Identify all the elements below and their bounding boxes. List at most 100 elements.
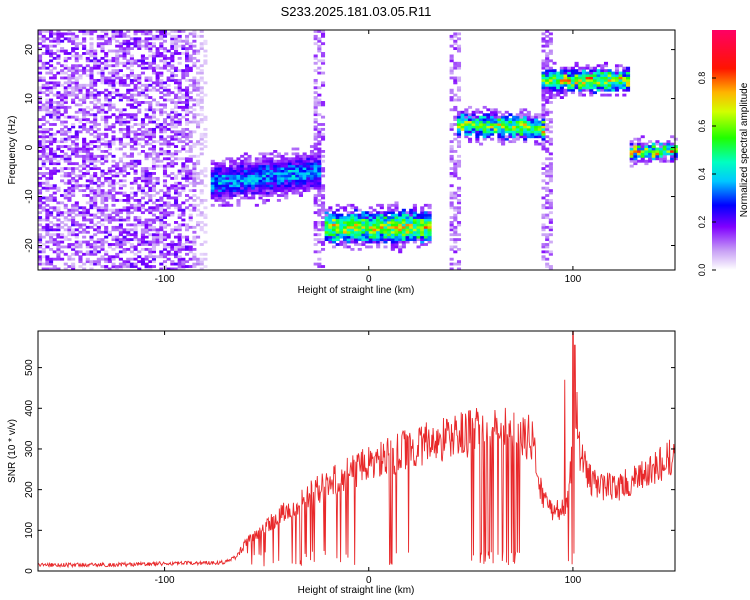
spectrogram-cell — [368, 218, 373, 222]
spectrogram-cell — [177, 184, 182, 188]
spectrogram-cell — [460, 123, 465, 126]
spectrogram-cell — [243, 172, 248, 175]
spectrogram-cell — [63, 91, 68, 95]
spectrogram-cell — [100, 184, 105, 188]
spectrogram-cell — [254, 174, 259, 178]
spectrogram-cell — [387, 228, 392, 232]
spectrogram-cell — [85, 152, 90, 156]
spectrogram-cell — [192, 194, 197, 197]
spectrogram-cell — [394, 216, 399, 219]
spectrogram-cell — [177, 86, 182, 90]
spectrogram-cell — [45, 145, 50, 148]
spectrogram-cell — [236, 203, 241, 207]
spectrogram-cell — [181, 69, 186, 73]
spectrogram-cell — [56, 56, 61, 60]
spectrogram-cell — [85, 69, 90, 73]
spectrogram-cell — [137, 159, 142, 163]
spectrogram-cell — [541, 64, 546, 68]
spectrogram-cell — [100, 74, 105, 77]
spectrogram-cell — [673, 157, 678, 161]
spectrogram-cell — [52, 184, 57, 188]
spectrogram-cell — [38, 172, 43, 175]
spectrogram-cell — [104, 64, 109, 68]
spectrogram-cell — [449, 154, 454, 158]
spectrogram-cell — [243, 194, 248, 197]
spectrogram-cell — [629, 152, 634, 156]
spectrogram-cell — [574, 78, 579, 82]
spectrogram-cell — [398, 221, 403, 224]
spectrogram-cell — [401, 230, 406, 234]
spectrogram-cell — [449, 147, 454, 151]
spectrogram-cell — [361, 216, 366, 219]
spectrogram-cell — [78, 54, 83, 58]
spectrogram-cell — [552, 61, 557, 65]
spectrogram-cell — [118, 127, 123, 131]
spectrogram-cell — [52, 265, 57, 268]
spectrogram-cell — [100, 257, 105, 261]
spectrogram-cell — [82, 98, 87, 102]
spectrogram-cell — [545, 150, 550, 153]
spectrogram-cell — [185, 235, 190, 239]
spectrogram-cell — [60, 98, 65, 102]
spectrogram-cell — [629, 147, 634, 151]
spectrogram-cell — [144, 218, 149, 222]
spectrogram-cell — [460, 125, 465, 129]
spectrogram-cell — [192, 238, 197, 242]
spectrogram-cell — [96, 108, 101, 112]
spectrogram-cell — [104, 228, 109, 232]
spectrogram-cell — [409, 228, 414, 232]
spectrogram-cell — [254, 169, 259, 173]
spectrogram-cell — [104, 123, 109, 126]
spectrogram-cell — [74, 243, 79, 246]
spectrogram-cell — [63, 235, 68, 239]
spectrogram-cell — [185, 169, 190, 173]
spectrogram-cell — [129, 147, 134, 151]
spectrogram-cell — [298, 181, 304, 185]
spectrogram-cell — [251, 189, 256, 193]
spectrogram-cell — [328, 230, 333, 234]
spectrogram-cell — [545, 140, 550, 144]
spectrogram-cell — [210, 186, 215, 190]
spectrogram-cell — [170, 120, 175, 124]
spectrogram-cell — [548, 164, 553, 168]
spectrogram-cell — [104, 59, 109, 63]
spectrogram-cell — [401, 211, 406, 215]
spectrogram-cell — [93, 181, 98, 185]
spectrogram-cell — [140, 101, 145, 104]
spectrogram-cell — [324, 208, 329, 212]
spectrogram-cell — [545, 76, 550, 80]
spectrogram-cell — [460, 127, 465, 131]
spectrogram-cell — [89, 152, 94, 156]
spectrogram-cell — [82, 150, 87, 153]
spectrogram-cell — [192, 56, 197, 60]
spectrogram-cell — [118, 159, 123, 163]
spectrogram-cell — [361, 240, 366, 244]
spectrogram-cell — [530, 135, 535, 139]
spectrogram-cell — [225, 167, 230, 170]
spectrogram-cell — [372, 218, 377, 222]
spectrogram-cell — [541, 66, 546, 70]
spectrogram-cell — [236, 189, 241, 193]
spectrogram-cell — [115, 255, 120, 259]
spectrogram-cell — [251, 181, 256, 185]
spectrogram-cell — [71, 101, 76, 104]
spectrogram-cell — [133, 39, 138, 43]
spectrogram-cell — [545, 69, 550, 73]
spectrogram-cell — [111, 238, 116, 242]
spectrogram-cell — [548, 69, 553, 73]
spectrogram-cell — [449, 56, 454, 60]
spectrogram-cell — [545, 74, 550, 77]
spectrogram-cell — [126, 59, 131, 63]
spectrogram-cell — [52, 93, 57, 97]
spectrogram-cell — [214, 164, 219, 168]
spectrogram-cell — [460, 118, 465, 122]
spectrogram-cell — [515, 132, 520, 136]
spectrogram-cell — [192, 98, 197, 102]
spectrogram-cell — [607, 76, 612, 80]
spectrogram-cell — [479, 127, 484, 131]
spectrogram-cell — [482, 123, 487, 126]
spectrogram-cell — [467, 137, 473, 141]
spectrogram-cell — [398, 223, 403, 227]
spectrogram-cell — [284, 181, 289, 185]
spectrogram-cell — [280, 159, 285, 163]
